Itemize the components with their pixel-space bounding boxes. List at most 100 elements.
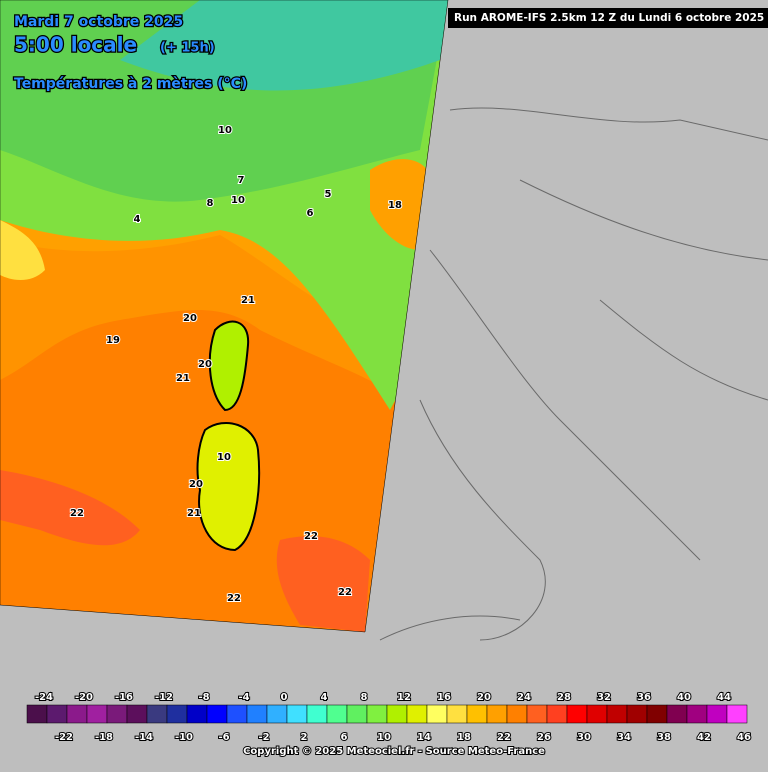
- legend-swatch: [466, 704, 488, 724]
- temperature-label: 10: [217, 452, 231, 463]
- legend-label: 12: [397, 692, 411, 703]
- temperature-label: 18: [388, 200, 402, 211]
- temperature-label: 8: [207, 198, 214, 209]
- legend-swatch: [506, 704, 528, 724]
- temperature-field: [0, 0, 448, 632]
- legend-label: 38: [657, 732, 671, 743]
- legend-swatch: [406, 704, 428, 724]
- legend-label: 32: [597, 692, 611, 703]
- legend-label: -24: [35, 692, 53, 703]
- run-banner: [448, 8, 768, 28]
- legend-label: -16: [115, 692, 133, 703]
- legend-label: -22: [55, 732, 73, 743]
- legend-swatch: [286, 704, 308, 724]
- temperature-label: 5: [325, 189, 332, 200]
- legend-label: 28: [557, 692, 571, 703]
- legend-swatch: [686, 704, 708, 724]
- legend-swatch: [86, 704, 108, 724]
- temperature-label: 20: [189, 479, 203, 490]
- legend-label: 18: [457, 732, 471, 743]
- legend-label: 0: [281, 692, 288, 703]
- domain-outline: [0, 0, 449, 633]
- legend-swatch: [46, 704, 68, 724]
- legend-swatch: [146, 704, 168, 724]
- legend-swatch: [166, 704, 188, 724]
- temperature-label: 19: [106, 335, 120, 346]
- legend-label: -18: [95, 732, 113, 743]
- legend-swatch: [446, 704, 468, 724]
- legend-swatch: [326, 704, 348, 724]
- legend-swatch: [666, 704, 688, 724]
- temperature-label: 10: [218, 125, 232, 136]
- legend-swatch: [206, 704, 228, 724]
- legend-label: -12: [155, 692, 173, 703]
- background-borders: [379, 107, 768, 641]
- legend-swatch: [606, 704, 628, 724]
- legend-swatch: [426, 704, 448, 724]
- legend-swatch: [566, 704, 588, 724]
- legend-label: -10: [175, 732, 193, 743]
- legend-swatch: [126, 704, 148, 724]
- temperature-label: 21: [241, 295, 255, 306]
- legend-label: 24: [517, 692, 531, 703]
- legend-swatch: [526, 704, 548, 724]
- temperature-label: 22: [227, 593, 241, 604]
- legend-label: 10: [377, 732, 391, 743]
- legend-swatch: [186, 704, 208, 724]
- legend-swatch: [546, 704, 568, 724]
- legend-label: 44: [717, 692, 731, 703]
- legend-label: -8: [198, 692, 209, 703]
- legend-swatch: [386, 704, 408, 724]
- temperature-label: 6: [307, 208, 314, 219]
- temperature-label: 21: [187, 508, 201, 519]
- legend-label: -4: [238, 692, 249, 703]
- legend-swatch: [306, 704, 328, 724]
- legend-swatch: [626, 704, 648, 724]
- legend-label: 8: [361, 692, 368, 703]
- lead: (+ 15h): [160, 41, 215, 56]
- temperature-label: 22: [70, 508, 84, 519]
- legend-swatch: [26, 704, 48, 724]
- legend-swatch: [66, 704, 88, 724]
- legend-swatch: [586, 704, 608, 724]
- legend-swatch: [226, 704, 248, 724]
- legend-label: -6: [218, 732, 229, 743]
- temperature-label: 22: [338, 587, 352, 598]
- legend-label: -14: [135, 732, 153, 743]
- temperature-label: 21: [176, 373, 190, 384]
- legend-swatch: [106, 704, 128, 724]
- legend-label: 42: [697, 732, 711, 743]
- legend-label: 6: [341, 732, 348, 743]
- legend-label: 20: [477, 692, 491, 703]
- legend-swatch: [726, 704, 748, 724]
- legend-label: 14: [417, 732, 431, 743]
- legend-label: 4: [321, 692, 328, 703]
- temperature-label: 10: [231, 195, 245, 206]
- legend-swatch: [266, 704, 288, 724]
- legend-label: 36: [637, 692, 651, 703]
- legend-label: 30: [577, 732, 591, 743]
- field: Températures à 2 mètres (°C): [14, 76, 247, 92]
- legend-swatch: [366, 704, 388, 724]
- legend-swatch: [646, 704, 668, 724]
- temperature-label: 20: [183, 313, 197, 324]
- temperature-label: 4: [134, 214, 141, 225]
- legend-label: 22: [497, 732, 511, 743]
- legend-label: 46: [737, 732, 751, 743]
- date: Mardi 7 octobre 2025: [14, 14, 183, 30]
- temperature-label: 22: [304, 531, 318, 542]
- time: 5:00 locale: [14, 33, 137, 57]
- legend-label: 26: [537, 732, 551, 743]
- legend-label: 34: [617, 732, 631, 743]
- legend-label: -20: [75, 692, 93, 703]
- legend-swatch: [346, 704, 368, 724]
- temperature-label: 20: [198, 359, 212, 370]
- legend-swatch: [486, 704, 508, 724]
- copyright: Copyright © 2025 Meteociel.fr - Source M…: [243, 746, 545, 757]
- legend-label: 40: [677, 692, 691, 703]
- temperature-label: 7: [238, 175, 245, 186]
- legend-swatch: [706, 704, 728, 724]
- legend-label: 16: [437, 692, 451, 703]
- legend-swatch: [246, 704, 268, 724]
